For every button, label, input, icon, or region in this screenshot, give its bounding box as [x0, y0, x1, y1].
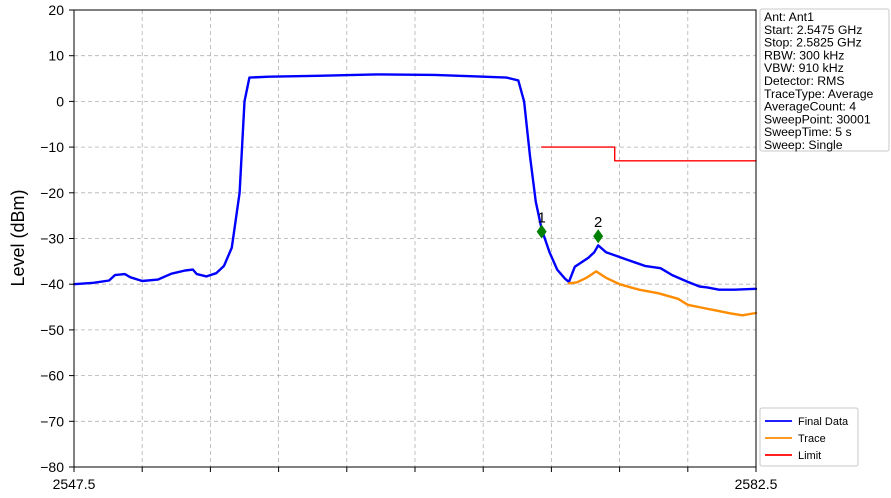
y-tick-label: −60 [40, 368, 64, 384]
legend-label: Final Data [798, 416, 849, 428]
y-tick-label: −80 [40, 459, 64, 475]
info-line: VBW: 910 kHz [764, 61, 844, 75]
series-line-limit [541, 146, 757, 162]
y-tick-label: −10 [40, 139, 64, 155]
series-line-trace [567, 270, 758, 317]
y-tick-label: −30 [40, 231, 64, 247]
series-group [72, 73, 758, 317]
y-tick-label: 20 [48, 2, 64, 18]
marker-1-label: 1 [537, 210, 545, 227]
info-line: SweepTime: 5 s [764, 125, 852, 139]
marker-2-point [593, 229, 604, 244]
legend-label: Limit [798, 450, 821, 462]
legend-frame [759, 407, 859, 467]
info-line: Start: 2.5475 GHz [764, 23, 862, 37]
info-line: RBW: 300 kHz [764, 48, 844, 62]
info-line: Detector: RMS [764, 74, 845, 88]
x-tick-label: 2582.5 [735, 476, 778, 492]
y-tick-label: 10 [48, 48, 64, 64]
info-line: Ant: Ant1 [764, 10, 814, 24]
series-line-final-data [72, 73, 758, 291]
marker-1-point [536, 224, 547, 239]
info-line: Sweep: Single [764, 138, 843, 152]
y-tick-label: −20 [40, 185, 64, 201]
y-tick-label: −40 [40, 276, 64, 292]
y-axis-title: Level (dBm) [8, 189, 28, 286]
legend-label: Trace [798, 433, 826, 445]
x-tick-label: 2547.5 [53, 476, 96, 492]
info-line: AverageCount: 4 [764, 100, 856, 114]
info-box-frame [759, 8, 890, 152]
info-line: SweepPoint: 30001 [764, 112, 871, 126]
y-tick-label: −50 [40, 322, 64, 338]
grid-lines [74, 10, 756, 467]
marker-2-label: 2 [594, 214, 602, 231]
info-line: Stop: 2.5825 GHz [764, 36, 862, 50]
y-tick-label: −70 [40, 413, 64, 429]
y-tick-label: 0 [56, 93, 64, 109]
legend: Final Data Trace Limit [759, 407, 859, 467]
info-line: TraceType: Average [764, 87, 874, 101]
